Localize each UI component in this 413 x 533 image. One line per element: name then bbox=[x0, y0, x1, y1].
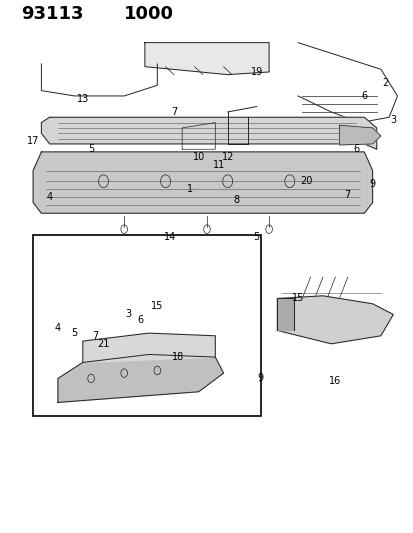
Text: 21: 21 bbox=[97, 339, 109, 349]
Polygon shape bbox=[58, 354, 223, 402]
Text: 9: 9 bbox=[369, 179, 375, 189]
Text: 15: 15 bbox=[291, 294, 304, 303]
Text: 7: 7 bbox=[92, 331, 98, 341]
Text: 8: 8 bbox=[233, 195, 238, 205]
Polygon shape bbox=[33, 152, 372, 213]
Text: 5: 5 bbox=[253, 232, 259, 242]
Text: 18: 18 bbox=[171, 352, 184, 362]
Polygon shape bbox=[339, 125, 380, 145]
Text: 6: 6 bbox=[361, 91, 366, 101]
Text: 14: 14 bbox=[163, 232, 176, 242]
Text: 4: 4 bbox=[47, 192, 52, 202]
Text: 20: 20 bbox=[299, 176, 312, 186]
Text: 13: 13 bbox=[76, 94, 89, 103]
Text: 1000: 1000 bbox=[124, 5, 174, 23]
Text: 17: 17 bbox=[27, 136, 39, 146]
Text: 7: 7 bbox=[170, 107, 177, 117]
Polygon shape bbox=[83, 333, 215, 362]
Text: 2: 2 bbox=[381, 78, 387, 87]
Text: 9: 9 bbox=[257, 374, 263, 383]
Text: 12: 12 bbox=[221, 152, 233, 162]
Text: 6: 6 bbox=[138, 315, 143, 325]
Text: 15: 15 bbox=[151, 302, 163, 311]
Text: 7: 7 bbox=[344, 190, 350, 199]
Polygon shape bbox=[145, 43, 268, 75]
Polygon shape bbox=[277, 296, 392, 344]
Text: 19: 19 bbox=[250, 67, 262, 77]
Text: 1: 1 bbox=[187, 184, 193, 194]
Text: 4: 4 bbox=[55, 323, 61, 333]
Text: 16: 16 bbox=[328, 376, 341, 386]
Text: 3: 3 bbox=[389, 115, 395, 125]
Bar bbox=[33, 235, 260, 416]
Polygon shape bbox=[41, 117, 376, 149]
Text: 3: 3 bbox=[125, 310, 131, 319]
Text: 5: 5 bbox=[71, 328, 78, 338]
Text: 11: 11 bbox=[213, 160, 225, 170]
Text: 6: 6 bbox=[352, 144, 358, 154]
Text: 5: 5 bbox=[88, 144, 94, 154]
Text: 10: 10 bbox=[192, 152, 204, 162]
Text: 93113: 93113 bbox=[21, 5, 83, 23]
Polygon shape bbox=[277, 298, 293, 330]
